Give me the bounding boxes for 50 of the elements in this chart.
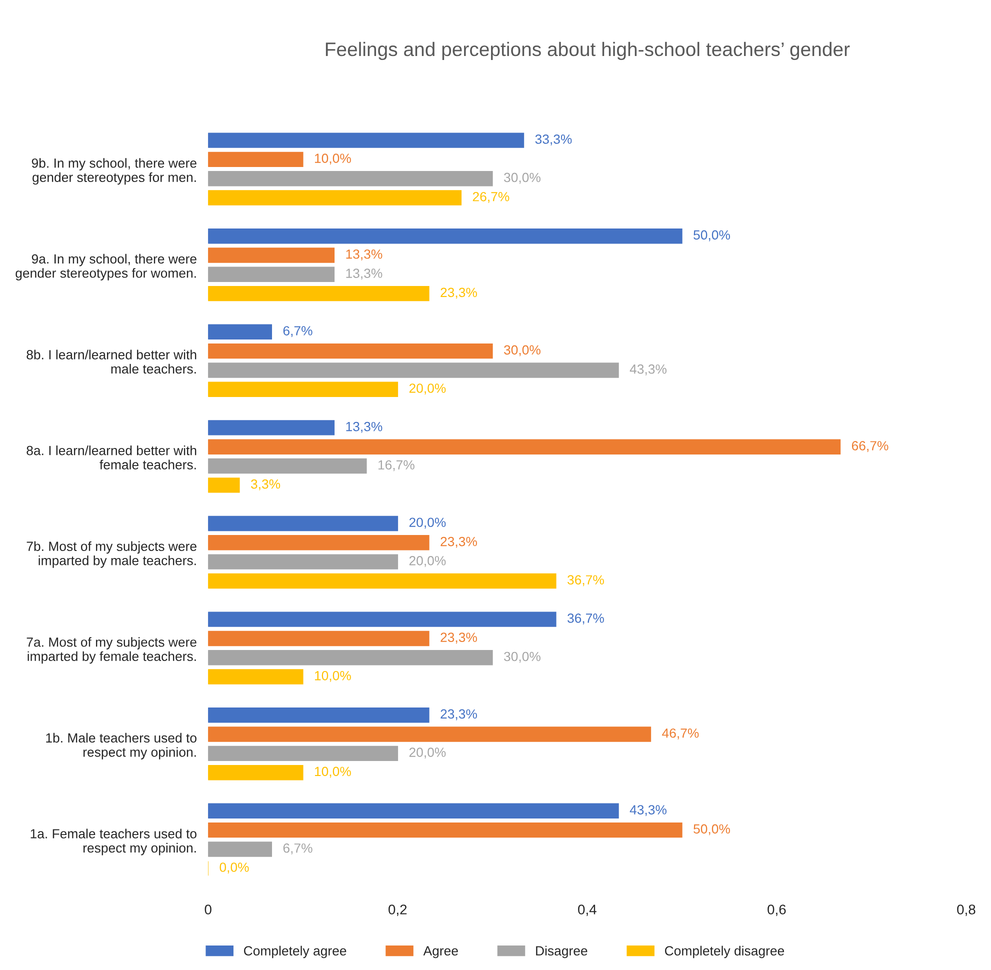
data-label: 13,3% (346, 422, 382, 433)
y-tick-label: 1b. Male teachers used to respect my opinion. (46, 732, 196, 760)
x-tick-label: 0 (204, 904, 212, 914)
data-label: 20,0% (409, 518, 446, 529)
chart-title: Feelings and perceptions about high-school teachers’ gender (326, 42, 850, 60)
data-label: 20,0% (409, 748, 446, 759)
y-tick-label: 9a. In my school, there were gender stereotypes for women. (16, 254, 196, 280)
data-label: 30,0% (504, 652, 540, 663)
x-tick-label: 0,2 (388, 904, 407, 916)
data-label: 0,0% (220, 862, 249, 874)
y-tick-label: 9b. In my school, there were gender stereotypes for men. (32, 158, 196, 185)
data-label: 23,3% (440, 632, 477, 644)
data-label: 43,3% (630, 805, 666, 816)
data-label: 50,0% (694, 824, 730, 836)
data-label: 23,3% (440, 536, 477, 548)
data-label: 36,7% (568, 614, 604, 624)
data-label: 6,7% (283, 843, 312, 854)
data-label: 66,7% (852, 441, 888, 452)
y-tick-label: 7a. Most of my subjects were imparted by female teachers. (26, 637, 196, 664)
data-label: 33,3% (535, 134, 572, 146)
data-label: 6,7% (283, 326, 312, 337)
x-tick-label: 0,8 (957, 904, 976, 916)
x-tick-label: 0,4 (578, 904, 596, 916)
data-label: 30,0% (504, 345, 540, 356)
data-label: 46,7% (662, 728, 699, 740)
data-label: 10,0% (314, 670, 351, 682)
data-label: 23,3% (440, 288, 477, 299)
data-label: 16,7% (378, 460, 414, 472)
data-label: 23,3% (440, 709, 477, 720)
data-label: 26,7% (472, 192, 510, 203)
data-label: 30,0% (504, 172, 540, 184)
data-label: 50,0% (694, 230, 730, 242)
data-label: 36,7% (568, 575, 604, 586)
x-tick-label: 0,6 (768, 904, 786, 916)
y-tick-label: 8a. I learn/learned better with female teachers. (26, 446, 196, 470)
data-label: 13,3% (346, 249, 382, 260)
data-label: 13,3% (346, 268, 382, 280)
legend-label: Completely agree (244, 946, 346, 958)
legend-label: Disagree (536, 946, 588, 958)
data-label: 20,0% (409, 384, 446, 394)
legend-label: Agree (423, 946, 458, 958)
data-label: 3,3% (250, 479, 280, 490)
legend-label: Completely disagree (665, 946, 784, 958)
data-label: 10,0% (314, 154, 351, 165)
y-tick-label: 7b. Most of my subjects were imparted by male teachers. (26, 541, 196, 568)
data-label: 20,0% (409, 556, 446, 567)
y-tick-label: 8b. I learn/learned better with male teachers. (26, 350, 196, 374)
data-label: 43,3% (630, 364, 666, 376)
data-label: 10,0% (314, 766, 351, 778)
y-tick-label: 1a. Female teachers used to respect my opinion. (30, 828, 196, 856)
